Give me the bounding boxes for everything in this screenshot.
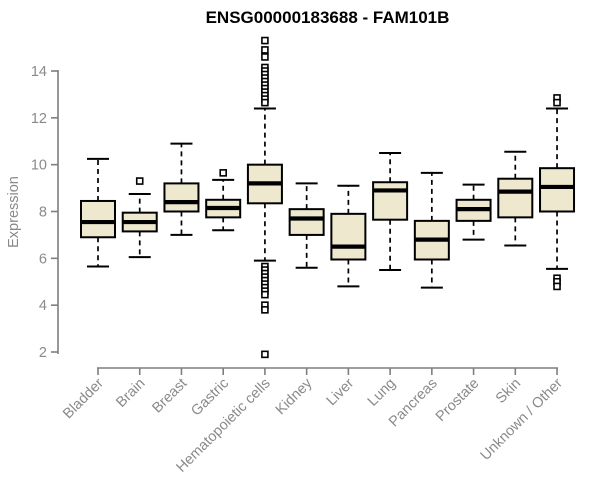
x-tick-label-bladder: Bladder (60, 375, 107, 422)
outlier-unknown-other (553, 282, 561, 291)
y-axis-title: Expression (6, 176, 22, 248)
box-kidney (288, 208, 325, 236)
x-tick-label-kidney: Kidney (273, 375, 316, 418)
outlier-hematopoietic-cells (261, 350, 269, 359)
box-breast (163, 182, 200, 213)
y-tick-label-14: 14 (31, 64, 47, 80)
box-lung (372, 181, 409, 221)
x-tick-label-breast: Breast (149, 376, 190, 417)
outlier-hematopoietic-cells (261, 290, 269, 299)
outlier-hematopoietic-cells (261, 53, 269, 61)
outlier-unknown-other (553, 98, 561, 107)
outlier-hematopoietic-cells (261, 98, 269, 107)
outlier-hematopoietic-cells (261, 306, 269, 314)
y-tick-label-10: 10 (31, 158, 47, 174)
box-bladder (80, 199, 116, 239)
box-unknown-other (539, 167, 576, 213)
y-tick-label-8: 8 (39, 205, 47, 221)
x-tick-label-skin: Skin (493, 376, 524, 407)
x-tick-label-brain: Brain (113, 376, 148, 411)
outlier-gastric (219, 169, 227, 177)
y-tick-label-6: 6 (39, 251, 47, 267)
x-tick-label-prostate: Prostate (433, 376, 482, 425)
x-tick-label-liver: Liver (324, 375, 358, 409)
outlier-brain (135, 177, 144, 185)
chart-title: ENSG00000183688 - FAM101B (205, 8, 450, 27)
outlier-hematopoietic-cells (261, 36, 269, 45)
outlier-hematopoietic-cells (261, 46, 269, 54)
y-tick-label-4: 4 (39, 298, 47, 314)
y-tick-label-2: 2 (39, 345, 47, 361)
box-skin (497, 177, 534, 219)
y-tick-label-12: 12 (31, 111, 47, 127)
x-tick-label-lung: Lung (365, 376, 399, 410)
box-liver (330, 212, 367, 261)
